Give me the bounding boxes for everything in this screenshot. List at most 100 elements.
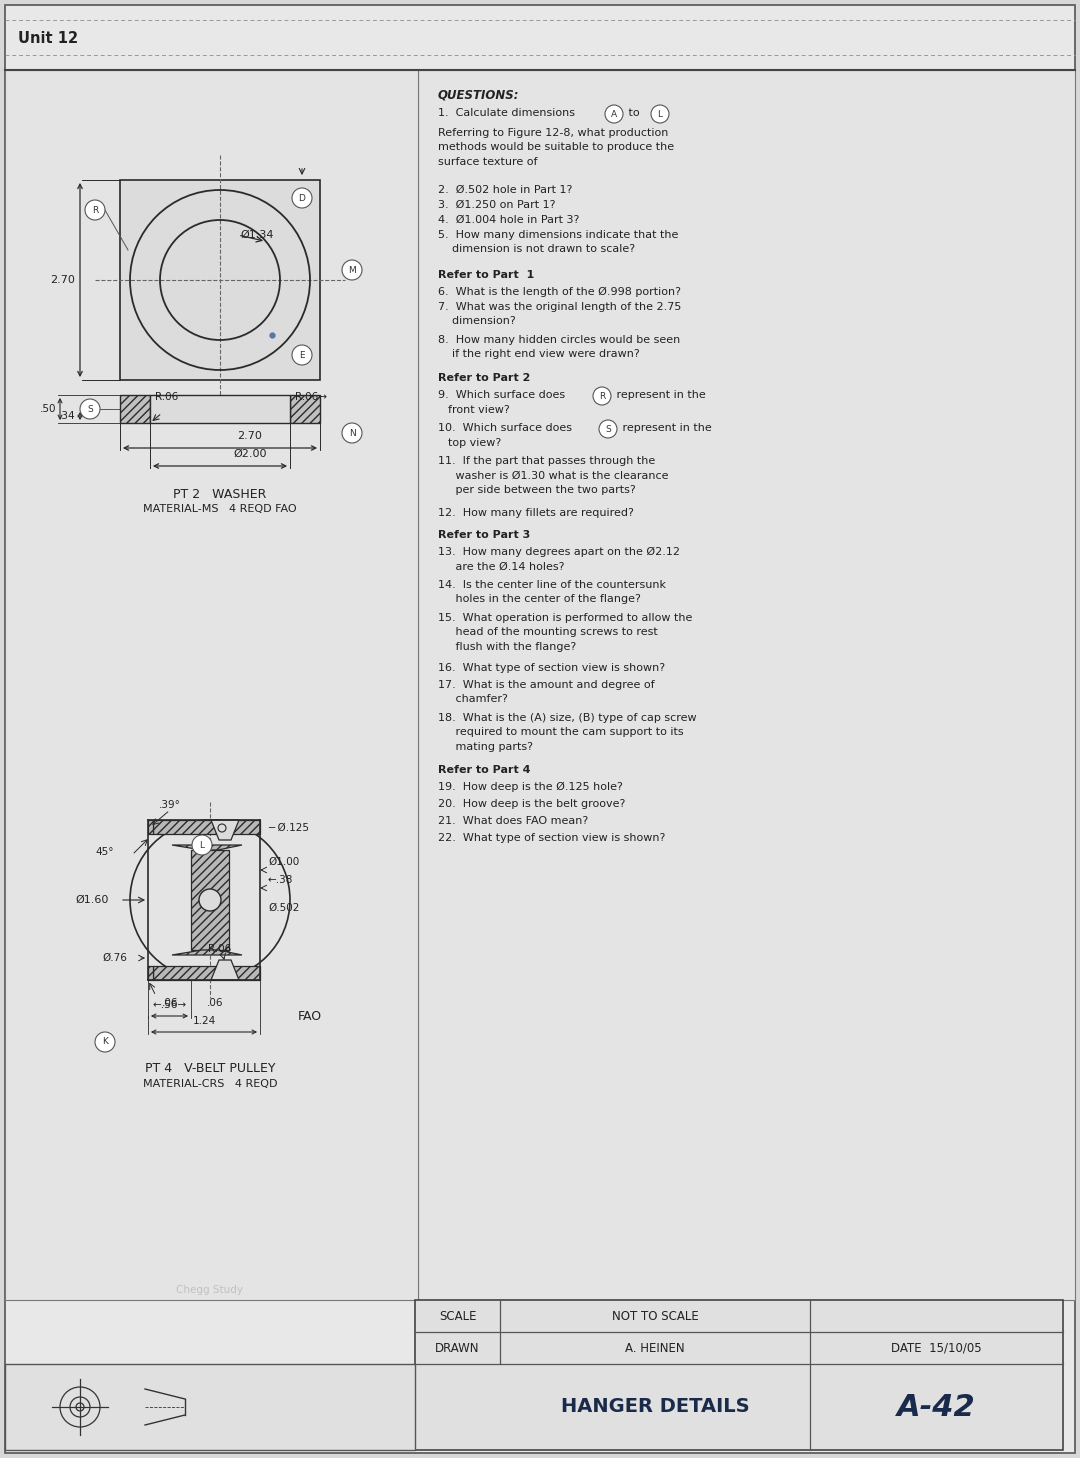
Text: represent in the: represent in the xyxy=(619,423,712,433)
Text: L: L xyxy=(200,840,204,850)
Text: S: S xyxy=(605,424,611,433)
Polygon shape xyxy=(153,967,260,980)
Text: Referring to Figure 12-8, what production
methods would be suitable to produce t: Referring to Figure 12-8, what productio… xyxy=(438,128,674,166)
Circle shape xyxy=(192,835,212,854)
Text: MATERIAL-CRS   4 REQD: MATERIAL-CRS 4 REQD xyxy=(143,1079,278,1089)
Polygon shape xyxy=(153,819,260,834)
Text: 4.  Ø1.004 hole in Part 3?: 4. Ø1.004 hole in Part 3? xyxy=(438,214,579,225)
Text: R: R xyxy=(599,392,605,401)
Polygon shape xyxy=(191,850,229,951)
Text: 12.  How many fillets are required?: 12. How many fillets are required? xyxy=(438,507,634,518)
Text: .34: .34 xyxy=(59,411,76,421)
Text: .06: .06 xyxy=(162,997,178,1007)
Text: K: K xyxy=(103,1038,108,1047)
Text: Chegg Study: Chegg Study xyxy=(176,1284,243,1295)
Text: A-42: A-42 xyxy=(897,1392,976,1422)
Text: M: M xyxy=(348,265,356,274)
Text: 14.  Is the center line of the countersunk
     holes in the center of the flang: 14. Is the center line of the countersun… xyxy=(438,580,666,605)
Text: SCALE: SCALE xyxy=(438,1309,476,1322)
Text: 2.  Ø.502 hole in Part 1?: 2. Ø.502 hole in Part 1? xyxy=(438,185,572,195)
Text: top view?: top view? xyxy=(448,437,501,448)
Text: 21.  What does FAO mean?: 21. What does FAO mean? xyxy=(438,816,589,827)
Text: Refer to Part 4: Refer to Part 4 xyxy=(438,765,530,776)
Text: R.06: R.06 xyxy=(156,392,178,402)
Text: ←.56→: ←.56→ xyxy=(152,1000,187,1010)
Text: .06: .06 xyxy=(206,997,224,1007)
Text: R: R xyxy=(92,206,98,214)
Text: 2.70: 2.70 xyxy=(238,432,262,440)
Text: QUESTIONS:: QUESTIONS: xyxy=(438,87,519,101)
Text: 5.  How many dimensions indicate that the
    dimension is not drawn to scale?: 5. How many dimensions indicate that the… xyxy=(438,230,678,254)
Text: A: A xyxy=(611,109,617,118)
Bar xyxy=(5,1365,415,1451)
Polygon shape xyxy=(148,819,153,834)
Polygon shape xyxy=(211,819,239,840)
Text: A. HEINEN: A. HEINEN xyxy=(625,1341,685,1354)
Text: 6.  What is the length of the Ø.998 portion?: 6. What is the length of the Ø.998 porti… xyxy=(438,287,681,297)
Text: FAO: FAO xyxy=(298,1009,322,1022)
Circle shape xyxy=(599,420,617,437)
Circle shape xyxy=(342,260,362,280)
Text: DRAWN: DRAWN xyxy=(435,1341,480,1354)
Text: 19.  How deep is the Ø.125 hole?: 19. How deep is the Ø.125 hole? xyxy=(438,781,623,792)
Text: Ø.76: Ø.76 xyxy=(102,954,126,962)
Text: MATERIAL-MS   4 REQD FAO: MATERIAL-MS 4 REQD FAO xyxy=(144,504,297,515)
Text: R.06→: R.06→ xyxy=(295,392,327,402)
Text: represent in the: represent in the xyxy=(613,389,705,399)
Text: front view?: front view? xyxy=(448,405,510,416)
Text: HANGER DETAILS: HANGER DETAILS xyxy=(561,1398,750,1417)
Text: N: N xyxy=(349,429,355,437)
Text: to: to xyxy=(625,108,643,118)
Text: Ø1.60: Ø1.60 xyxy=(75,895,108,905)
Text: 8.  How many hidden circles would be seen
    if the right end view were drawn?: 8. How many hidden circles would be seen… xyxy=(438,335,680,360)
Circle shape xyxy=(292,188,312,208)
Text: D: D xyxy=(298,194,306,203)
Text: Ø.502: Ø.502 xyxy=(268,903,299,913)
Circle shape xyxy=(85,200,105,220)
Text: Refer to Part 2: Refer to Part 2 xyxy=(438,373,530,383)
Text: 16.  What type of section view is shown?: 16. What type of section view is shown? xyxy=(438,663,665,674)
Text: 17.  What is the amount and degree of
     chamfer?: 17. What is the amount and degree of cha… xyxy=(438,679,654,704)
Text: Refer to Part 3: Refer to Part 3 xyxy=(438,531,530,539)
Polygon shape xyxy=(291,395,320,423)
Text: R.06: R.06 xyxy=(208,943,231,954)
Text: 3.  Ø1.250 on Part 1?: 3. Ø1.250 on Part 1? xyxy=(438,200,555,210)
Circle shape xyxy=(342,423,362,443)
Polygon shape xyxy=(120,395,150,423)
Text: 1.  Calculate dimensions: 1. Calculate dimensions xyxy=(438,108,579,118)
Text: ─ Ø.125: ─ Ø.125 xyxy=(268,822,309,833)
Polygon shape xyxy=(148,967,153,980)
Circle shape xyxy=(651,105,669,122)
Bar xyxy=(415,1301,1063,1451)
Circle shape xyxy=(80,399,100,418)
Text: 9.  Which surface does: 9. Which surface does xyxy=(438,389,569,399)
Polygon shape xyxy=(211,959,239,980)
Circle shape xyxy=(199,889,221,911)
Circle shape xyxy=(218,824,226,833)
Circle shape xyxy=(593,386,611,405)
Circle shape xyxy=(95,1032,114,1053)
Bar xyxy=(120,179,320,381)
Text: Unit 12: Unit 12 xyxy=(18,31,78,45)
Text: 45°: 45° xyxy=(95,847,113,857)
Circle shape xyxy=(605,105,623,122)
Text: .50: .50 xyxy=(40,404,56,414)
Text: 20.  How deep is the belt groove?: 20. How deep is the belt groove? xyxy=(438,799,625,809)
Bar xyxy=(418,70,1075,1301)
Text: E: E xyxy=(299,350,305,360)
Text: 22.  What type of section view is shown?: 22. What type of section view is shown? xyxy=(438,833,665,843)
Text: L: L xyxy=(658,109,662,118)
Text: S: S xyxy=(87,404,93,414)
Text: 10.  Which surface does: 10. Which surface does xyxy=(438,423,576,433)
Text: 13.  How many degrees apart on the Ø2.12
     are the Ø.14 holes?: 13. How many degrees apart on the Ø2.12 … xyxy=(438,547,680,572)
Bar xyxy=(150,395,291,423)
Text: ←.38: ←.38 xyxy=(268,875,294,885)
Circle shape xyxy=(292,346,312,364)
Text: 18.  What is the (A) size, (B) type of cap screw
     required to mount the cam : 18. What is the (A) size, (B) type of ca… xyxy=(438,713,697,752)
Text: 2.70: 2.70 xyxy=(50,276,75,284)
Text: Ø1.00: Ø1.00 xyxy=(268,857,299,868)
Polygon shape xyxy=(172,951,242,955)
Text: Refer to Part  1: Refer to Part 1 xyxy=(438,270,535,280)
Text: 11.  If the part that passes through the
     washer is Ø1.30 what is the cleara: 11. If the part that passes through the … xyxy=(438,456,669,494)
Text: Ø2.00: Ø2.00 xyxy=(233,449,267,459)
